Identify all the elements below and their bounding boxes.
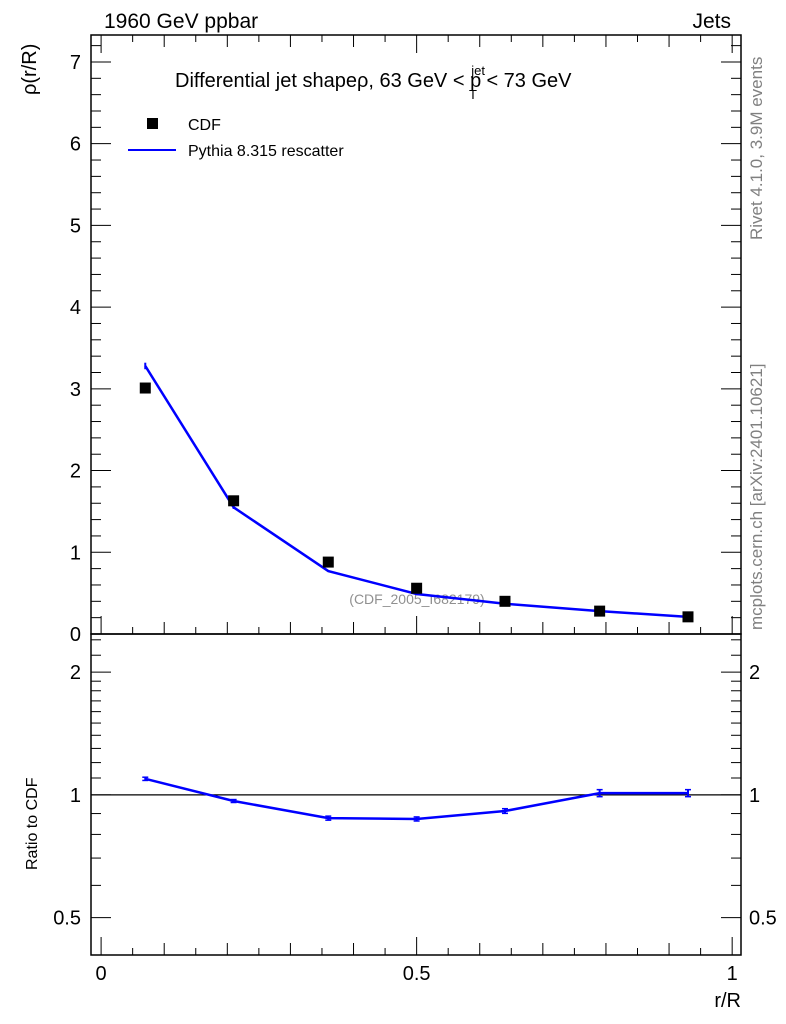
- mc-line: [144, 365, 689, 619]
- ratio-y-tick-label: 0.5: [53, 908, 81, 930]
- header-right: Jets: [692, 10, 731, 33]
- y-tick-label: 3: [70, 379, 81, 401]
- y-tick-label: 2: [70, 461, 81, 483]
- watermark: (CDF_2005_I682179): [349, 591, 484, 607]
- y-tick-label: 0: [70, 624, 81, 646]
- cdf-data-point: [322, 556, 334, 568]
- y-tick-label: 7: [70, 52, 81, 74]
- main-title: Differential jet shapeρ, 63 GeV < pjet T …: [175, 63, 572, 102]
- ratio-y-tick-label-right: 2: [749, 662, 760, 684]
- y-tick-label: 4: [70, 297, 81, 319]
- xlabel: r/R: [714, 990, 741, 1012]
- cdf-data-point: [594, 605, 606, 617]
- y-tick-label: 1: [70, 542, 81, 564]
- x-tick-label: 0: [96, 963, 107, 985]
- cdf-data-point: [499, 595, 511, 607]
- ratio-y-tick-label-right: 0.5: [749, 908, 777, 930]
- rivet-label: Rivet 4.1.0, 3.9M events: [747, 57, 766, 240]
- ratio-ylabel: Ratio to CDF: [24, 777, 41, 870]
- ratio-y-tick-label: 1: [70, 785, 81, 807]
- title-sup: jet: [470, 63, 485, 78]
- legend-cdf-marker: [147, 118, 158, 129]
- cdf-data-point: [682, 611, 694, 623]
- main-ylabel: ρ(r/R): [19, 44, 41, 95]
- x-tick-label: 1: [727, 963, 738, 985]
- title-main: Differential jet shapeρ, 63 GeV < p: [175, 70, 481, 92]
- cdf-data-point: [139, 382, 151, 394]
- ratio-y-tick-label: 2: [70, 662, 81, 684]
- x-tick-label: 0.5: [403, 963, 431, 985]
- legend-mc-label: Pythia 8.315 rescatter: [188, 143, 344, 160]
- header-left: 1960 GeV ppbar: [104, 10, 258, 33]
- legend-cdf-label: CDF: [188, 117, 221, 134]
- cdf-data-point: [228, 495, 240, 507]
- y-tick-label: 5: [70, 215, 81, 237]
- y-tick-label: 6: [70, 134, 81, 156]
- ratio-line: [144, 777, 688, 821]
- cdf-data-point: [411, 582, 423, 594]
- title-sub: T: [469, 87, 477, 102]
- title-tail: < 73 GeV: [481, 70, 572, 92]
- mcplots-label: mcplots.cern.ch [arXiv:2401.10621]: [747, 364, 766, 630]
- ratio-y-tick-label-right: 1: [749, 785, 760, 807]
